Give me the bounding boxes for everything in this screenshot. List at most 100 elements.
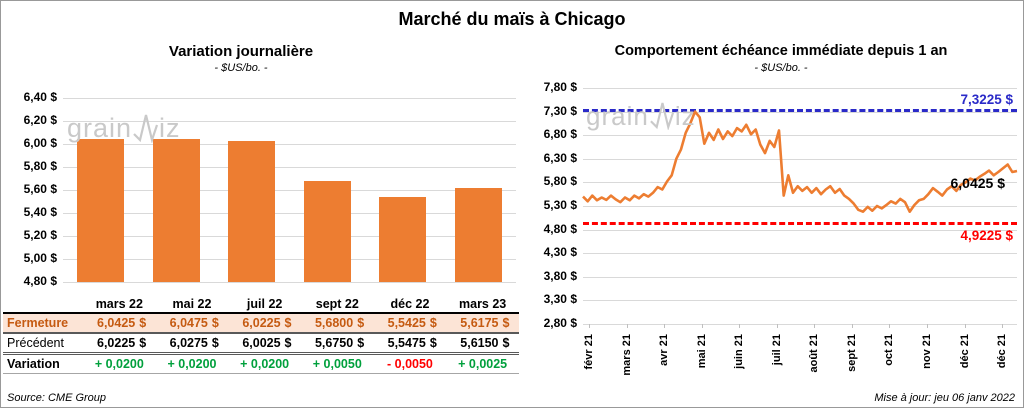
line-y-tick-label: 4,80 $ bbox=[543, 221, 577, 236]
line-gridline bbox=[583, 253, 1017, 255]
bar-mars 23 bbox=[454, 187, 502, 282]
bar-gridline bbox=[63, 98, 516, 99]
line-x-tick-label: sept 21 bbox=[845, 334, 858, 372]
price-value: 6,0025 $ bbox=[242, 336, 292, 350]
bar-y-tick-label: 6,20 $ bbox=[23, 113, 57, 127]
line-x-tick-label: déc 21 bbox=[958, 334, 971, 369]
line-x-tick-label: mars 21 bbox=[620, 334, 633, 376]
axis-tick-mark bbox=[776, 324, 778, 328]
value-cell: 5,5425 $ bbox=[373, 313, 447, 334]
value-cell: + 0,0050 bbox=[300, 353, 374, 374]
source-note: Source: CME Group bbox=[7, 392, 107, 404]
value-cell: 6,0275 $ bbox=[155, 333, 229, 355]
bar-chart-subtitle: - $US/bo. - bbox=[214, 62, 268, 74]
support-line bbox=[583, 222, 1017, 226]
line-x-tick-label: mai 21 bbox=[695, 334, 708, 369]
row-label: Fermeture bbox=[3, 313, 83, 334]
line-gridline bbox=[583, 206, 1017, 207]
bar-y-tick-label: 5,40 $ bbox=[23, 205, 57, 219]
bar-gridline bbox=[63, 282, 516, 283]
value-cell: 5,6800 $ bbox=[300, 313, 374, 334]
line-gridline bbox=[583, 111, 1017, 113]
grainwiz-watermark: grain iz bbox=[67, 113, 181, 143]
line-gridline bbox=[583, 276, 1017, 278]
bar-gridline bbox=[63, 144, 516, 145]
support-value-label: 4,9225 $ bbox=[960, 227, 1013, 243]
price-value: 5,5475 $ bbox=[387, 336, 437, 350]
bar-y-tick-label: 5,80 $ bbox=[23, 159, 57, 173]
line-gridline bbox=[583, 324, 1017, 325]
value-cell: 5,6750 $ bbox=[300, 333, 374, 355]
line-x-tick-label: avr 21 bbox=[658, 334, 671, 366]
value-cell: + 0,0200 bbox=[155, 353, 229, 374]
bar-juil 22 bbox=[228, 141, 276, 282]
value-cell: 6,0225 $ bbox=[83, 333, 156, 355]
bar-gridline bbox=[63, 190, 516, 191]
row-label: Variation bbox=[3, 353, 83, 374]
line-y-tick-label: 3,30 $ bbox=[543, 292, 577, 307]
zigzag-logo-icon bbox=[133, 114, 159, 143]
quotes-table-header: mars 22 mai 22 juil 22 sept 22 déc 22 mars 23 bbox=[3, 295, 519, 314]
table-row-fermeture: Fermeture 6,0425 $ 6,0475 $ 6,0225 $ 5,6800 $ 5,5… bbox=[3, 313, 519, 334]
line-gridline bbox=[583, 300, 1017, 302]
line-x-tick-label: déc 21 bbox=[996, 334, 1009, 369]
row-label: Précédent bbox=[3, 333, 83, 355]
bar-chart-title: Variation journalière bbox=[168, 43, 314, 60]
line-y-tick-label: 6,80 $ bbox=[543, 127, 577, 142]
bar-gridline bbox=[63, 259, 516, 260]
corner-cell bbox=[3, 295, 83, 314]
bar-gridline bbox=[63, 167, 516, 168]
last-price-label: 6,0425 $ bbox=[950, 174, 1006, 191]
line-y-tick-label: 4,30 $ bbox=[543, 245, 577, 260]
bar-y-tick-label: 6,40 $ bbox=[23, 90, 57, 104]
value-cell: 6,0425 $ bbox=[83, 313, 156, 334]
axis-tick-mark bbox=[926, 324, 928, 328]
axis-tick-mark bbox=[664, 324, 666, 328]
price-series-line bbox=[582, 110, 1018, 213]
value-cell: + 0,0025 bbox=[446, 353, 519, 374]
watermark-text-prefix: grain bbox=[586, 100, 649, 131]
line-gridline bbox=[583, 88, 1017, 89]
line-gridline bbox=[583, 158, 1017, 160]
line-x-tick-label: févr 21 bbox=[583, 334, 595, 370]
watermark-text-suffix: iz bbox=[159, 112, 181, 143]
line-y-tick-label: 5,80 $ bbox=[543, 174, 577, 189]
bar-y-tick-label: 6,00 $ bbox=[23, 136, 57, 150]
month-column-header: mars 22 bbox=[83, 295, 156, 314]
line-x-tick-label: juin 21 bbox=[733, 334, 746, 369]
axis-tick-mark bbox=[814, 324, 816, 328]
price-value: 5,6800 $ bbox=[314, 316, 365, 330]
watermark-text-suffix: iz bbox=[674, 100, 696, 131]
line-x-tick-label: nov 21 bbox=[920, 334, 933, 369]
month-column-header: mai 22 bbox=[155, 295, 229, 314]
line-y-tick-label: 6,30 $ bbox=[543, 150, 577, 165]
value-cell: + 0,0200 bbox=[83, 353, 156, 374]
table-row-precedent: Précédent 6,0225 $ 6,0275 $ 6,0025 $ 5,6750 $ 5,5… bbox=[3, 333, 519, 355]
month-column-header: mars 23 bbox=[446, 295, 519, 314]
price-value: 6,0475 $ bbox=[169, 316, 219, 330]
bar-y-tick-label: 5,00 $ bbox=[23, 251, 57, 265]
line-y-tick-label: 7,80 $ bbox=[543, 80, 577, 94]
value-cell: 5,5475 $ bbox=[373, 333, 447, 355]
value-cell: 6,0225 $ bbox=[228, 313, 301, 334]
bar-mars 22 bbox=[77, 139, 125, 282]
axis-tick-mark bbox=[589, 324, 590, 328]
bar-gridline bbox=[63, 213, 516, 214]
bar-gridline bbox=[63, 121, 516, 122]
axis-tick-mark bbox=[626, 324, 628, 328]
resistance-value-label: 7,3225 $ bbox=[960, 91, 1013, 107]
price-value: 6,0225 $ bbox=[242, 316, 292, 330]
axis-tick-mark bbox=[701, 324, 703, 328]
value-cell: - 0,0050 bbox=[373, 353, 447, 374]
line-gridline bbox=[583, 135, 1017, 137]
value-cell: 5,6175 $ bbox=[446, 313, 519, 334]
axis-tick-mark bbox=[964, 324, 966, 328]
axis-tick-mark bbox=[739, 324, 741, 328]
updated-note: Mise à jour: jeu 06 janv 2022 bbox=[874, 392, 1015, 404]
bar-déc 22 bbox=[379, 196, 427, 282]
grainwiz-watermark: grain iz bbox=[586, 101, 696, 130]
line-chart-title: Comportement échéance immédiate depuis 1… bbox=[614, 43, 948, 59]
bar-y-tick-label: 5,60 $ bbox=[23, 182, 57, 196]
line-x-tick-label: août 21 bbox=[808, 334, 821, 373]
month-column-header: juil 22 bbox=[228, 295, 301, 314]
